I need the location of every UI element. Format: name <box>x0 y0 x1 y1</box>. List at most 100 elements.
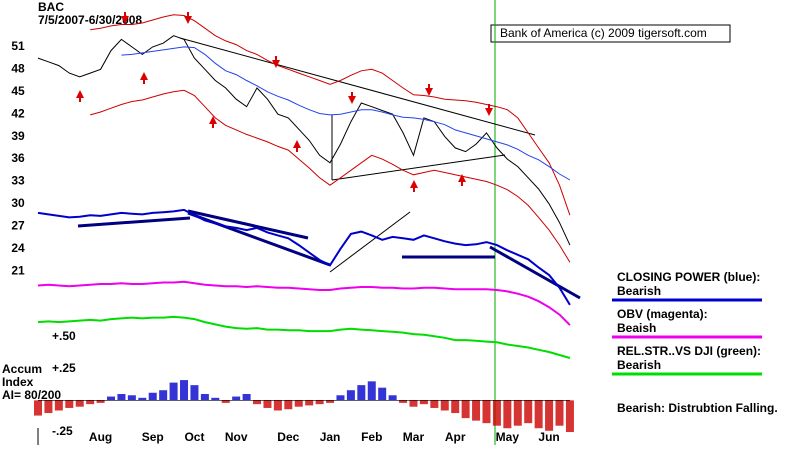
accum-bar <box>232 396 241 401</box>
y-tick-label: +.50 <box>52 329 76 343</box>
accum-bar <box>75 400 84 407</box>
accum-bar <box>96 400 105 403</box>
x-tick-label: Nov <box>225 430 248 444</box>
accum-bar <box>378 387 387 401</box>
accum-bar <box>117 394 126 401</box>
y-tick-label: 24 <box>11 241 25 255</box>
y-tick-label: -.25 <box>52 424 73 438</box>
accum-bar <box>200 394 209 401</box>
accum-bar <box>545 400 554 431</box>
y-tick-label: +.25 <box>52 361 76 375</box>
legend-label: CLOSING POWER (blue): <box>617 270 760 284</box>
accum-bar <box>253 400 262 405</box>
accum-bar <box>492 400 501 426</box>
accum-bar <box>451 400 460 414</box>
trendlines <box>179 37 536 273</box>
accum-bar <box>294 400 303 407</box>
series-line <box>37 280 571 326</box>
accum-bar <box>388 395 397 401</box>
accum-bar <box>482 400 491 424</box>
legend-label: REL.STR..VS DJI (green): <box>617 344 761 358</box>
accum-bar <box>326 400 335 403</box>
series-line <box>37 315 571 359</box>
annotation-box <box>490 24 731 43</box>
series-line <box>37 208 571 306</box>
accum-bar <box>336 395 345 401</box>
accum-bar <box>357 385 366 401</box>
accum-bar <box>555 400 564 426</box>
accum-bar <box>159 390 168 401</box>
chart-title: BAC <box>38 0 64 14</box>
x-tick-label: Oct <box>184 430 204 444</box>
accum-bar <box>440 400 449 411</box>
accum-bar <box>180 380 189 401</box>
accum-bar <box>190 385 199 401</box>
panel-title: Accum <box>2 362 42 376</box>
panel-title: Index <box>2 375 34 389</box>
accum-bar <box>409 400 418 407</box>
accum-bar <box>305 400 314 406</box>
accum-bar <box>367 381 376 401</box>
accum-bar <box>284 400 293 410</box>
footnote: Bearish: Distrubtion Falling. <box>617 401 778 415</box>
y-tick-label: 30 <box>11 196 25 210</box>
accum-bar <box>169 382 178 401</box>
x-tick-label: Feb <box>361 430 382 444</box>
accum-bar <box>315 400 324 405</box>
accum-bar <box>503 400 512 429</box>
series-line <box>90 14 571 216</box>
accum-bar <box>399 400 408 403</box>
accum-bar <box>211 397 220 401</box>
series-line <box>37 35 571 246</box>
y-tick-label: 27 <box>11 219 25 233</box>
accum-bar <box>513 400 522 426</box>
y-tick-label: 45 <box>11 84 25 98</box>
accum-bar <box>65 400 74 408</box>
y-tick-label: 36 <box>11 151 25 165</box>
legend-label: OBV (magenta): <box>617 307 708 321</box>
annotation: Bank of America (c) 2009 tigersoft.com <box>500 26 707 40</box>
x-tick-label: Jan <box>320 430 341 444</box>
x-tick-label: Aug <box>89 430 112 444</box>
accum-bar <box>263 400 272 408</box>
accum-bar <box>472 400 481 421</box>
accum-bar <box>461 400 470 419</box>
accum-bar <box>107 396 116 401</box>
legend-status: Bearish <box>617 284 661 298</box>
accum-bar <box>127 395 136 401</box>
accum-bar <box>34 400 42 416</box>
accum-bar <box>86 400 95 405</box>
accum-bar <box>138 397 147 401</box>
accum-bar <box>565 400 574 433</box>
accum-bar <box>430 400 439 408</box>
series-line <box>121 46 571 181</box>
accum-bar <box>346 390 355 401</box>
accum-bar <box>148 392 157 401</box>
chart-subtitle: 7/5/2007-6/30/2008 <box>38 13 142 27</box>
y-tick-label: 51 <box>11 39 25 53</box>
y-tick-label: 21 <box>11 263 25 277</box>
y-tick-label: 33 <box>11 174 25 188</box>
panel-title: AI= 80/200 <box>2 388 61 402</box>
y-tick-label: 48 <box>11 61 25 75</box>
accum-bar <box>419 400 428 405</box>
x-tick-label: May <box>496 430 520 444</box>
series-line <box>90 89 571 263</box>
accum-bar <box>54 400 63 411</box>
accum-bar <box>273 400 282 411</box>
accum-bar <box>242 394 251 401</box>
legend-status: Bearish <box>617 358 661 372</box>
legend-status: Beaish <box>617 321 656 335</box>
y-tick-label: 39 <box>11 129 25 143</box>
x-tick-label: Sep <box>142 430 164 444</box>
y-tick-label: 42 <box>11 106 25 120</box>
x-tick-label: Dec <box>277 430 299 444</box>
x-tick-label: Mar <box>403 430 425 444</box>
accum-bar <box>534 400 543 429</box>
accum-bar <box>524 400 533 424</box>
x-tick-label: Apr <box>445 430 466 444</box>
accum-bar <box>44 400 53 414</box>
